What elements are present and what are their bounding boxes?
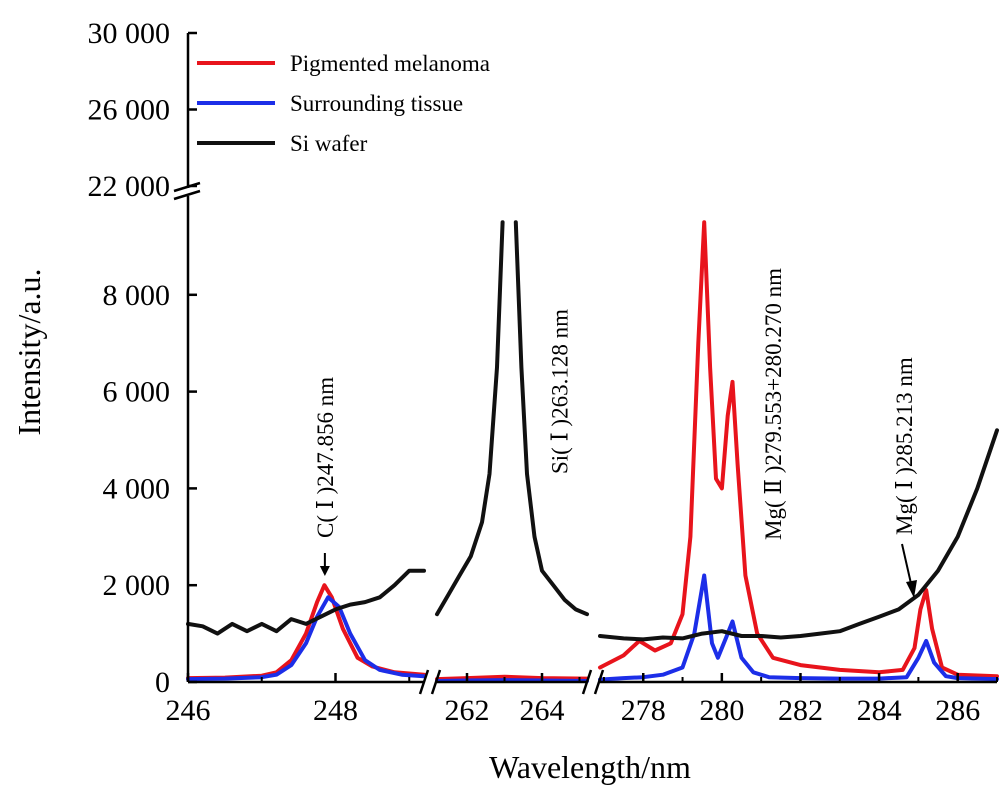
x-tick-label: 262	[445, 694, 490, 727]
x-tick-label: 248	[313, 694, 358, 727]
y-tick-label: 22 000	[88, 170, 171, 203]
x-tick-label: 280	[699, 694, 744, 727]
legend-label-1: Surrounding tissue	[290, 91, 463, 116]
series-line-2-seg-2	[598, 428, 999, 642]
legend-label-0: Pigmented melanoma	[290, 51, 490, 76]
series-line-0-seg-2	[598, 220, 999, 679]
x-axis-title: Wavelength/nm	[489, 749, 691, 785]
series-line-2-seg-1	[435, 220, 589, 617]
axes-layer: 246 248 262 264 278 280 282 284 286 0 2 000 4 000 6 …	[88, 17, 998, 727]
series-line-2-seg-0	[186, 568, 426, 636]
x-axis-break-1	[581, 669, 605, 695]
annotations: C( Ⅰ )247.856 nm Si( Ⅰ )263.128 nm Mg( Ⅱ )…	[313, 268, 917, 598]
series-line-1-seg-0	[186, 595, 426, 682]
x-tick-label: 278	[621, 694, 666, 727]
y-tick-label: 26 000	[88, 94, 171, 127]
y-tick-label: 8 000	[103, 279, 171, 312]
y-tick-label: 6 000	[103, 376, 171, 409]
y-tick-label: 2 000	[103, 569, 171, 602]
y-tick-label: 30 000	[88, 17, 171, 50]
series-layer	[186, 220, 999, 683]
x-tick-label: 284	[857, 694, 902, 727]
x-tick-label: 282	[778, 694, 823, 727]
series-line-1-seg-2	[598, 573, 999, 682]
y-axis-break	[173, 181, 201, 201]
annotation-c-label: C( Ⅰ )247.856 nm	[313, 377, 338, 538]
legend: Pigmented melanoma Surrounding tissue Si w…	[197, 51, 490, 156]
legend-label-2: Si wafer	[290, 131, 368, 156]
series-line-0-seg-1	[435, 674, 589, 682]
x-tick-label: 286	[935, 694, 980, 727]
x-tick-label: 264	[520, 694, 565, 727]
annotation-mg1-arrowhead	[906, 580, 917, 598]
x-axis-break-0	[418, 669, 442, 695]
annotation-mg1-label: Mg( Ⅰ )285.213 nm	[892, 357, 917, 535]
annotation-mg1-arrow	[901, 543, 913, 589]
annotation-si-label: Si( Ⅰ )263.128 nm	[547, 309, 572, 474]
annotation-c-arrowhead	[319, 566, 330, 576]
annotation-mg2-label: Mg( Ⅱ )279.553+280.270 nm	[761, 268, 786, 540]
y-axis-title: Intensity/a.u.	[11, 268, 47, 435]
y-tick-label: 4 000	[103, 472, 171, 505]
y-tick-label: 0	[155, 666, 170, 699]
x-tick-label: 246	[166, 694, 211, 727]
